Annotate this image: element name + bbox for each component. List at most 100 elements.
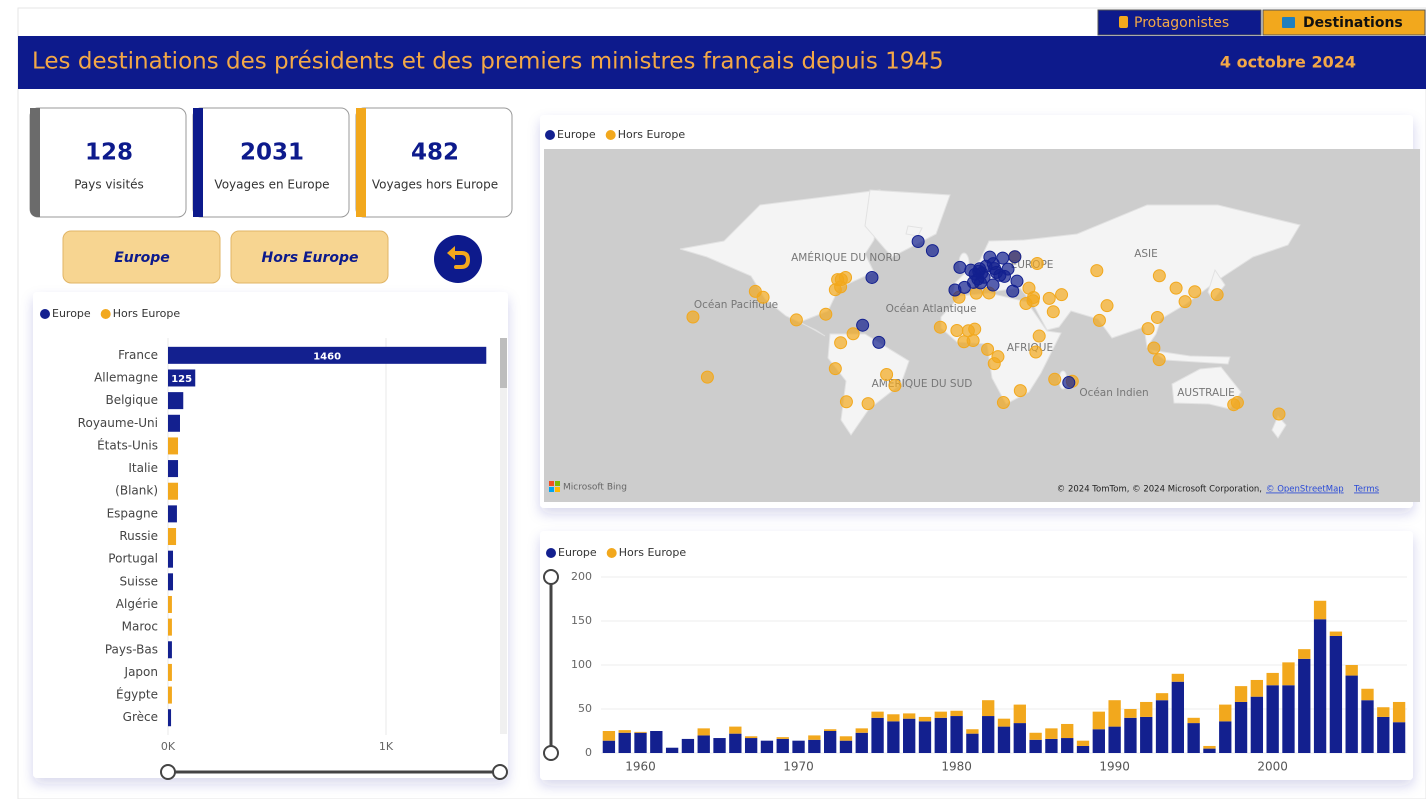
map-point: [953, 260, 967, 274]
bar-segment: [839, 736, 853, 741]
tab-icon: [1282, 17, 1295, 28]
slider-handle[interactable]: [543, 745, 559, 761]
bar-segment: [887, 714, 900, 722]
scroll-thumb[interactable]: [500, 338, 507, 388]
bar-segment: [871, 717, 884, 753]
scrollbar[interactable]: [500, 338, 507, 734]
bar-segment: [1313, 600, 1327, 620]
map-point: [1022, 281, 1036, 295]
bar-segment: [997, 718, 1011, 727]
map-point: [1055, 288, 1069, 302]
kpi-card: 2031 Voyages en Europe: [192, 107, 350, 218]
bar-segment: [808, 739, 821, 753]
bar-segment: [823, 729, 837, 731]
bar-segment: [1219, 704, 1232, 722]
bar: [168, 618, 172, 636]
y-tick-label: Russie: [119, 529, 158, 543]
bar-segment: [918, 716, 932, 722]
x-tick-label: 1970: [783, 760, 814, 774]
bar-segment: [1219, 721, 1232, 753]
map-link[interactable]: Terms: [1353, 485, 1380, 495]
slider-handle[interactable]: [492, 764, 508, 780]
bar-segment: [792, 740, 805, 753]
bar-segment: [1234, 686, 1248, 702]
slider-handle[interactable]: [160, 764, 176, 780]
legend-marker: [545, 130, 555, 140]
bar-segment: [1266, 685, 1279, 753]
tab-label[interactable]: Protagonistes: [1134, 15, 1229, 31]
bar-segment: [760, 740, 774, 753]
bar-segment: [1029, 739, 1042, 753]
bar-segment: [776, 738, 789, 753]
bar-segment: [1329, 635, 1343, 753]
map-point: [1010, 274, 1024, 288]
bar-segment: [1345, 665, 1358, 676]
bar-segment: [776, 737, 789, 739]
bar-segment: [1092, 711, 1105, 730]
x-tick-label: 0K: [161, 740, 176, 753]
map-point: [1178, 295, 1192, 309]
bar: [168, 460, 179, 478]
filter-button[interactable]: [230, 230, 389, 284]
bar-segment: [1361, 700, 1374, 753]
filter-button[interactable]: [62, 230, 221, 284]
map-point: [911, 235, 925, 248]
map-point: [839, 395, 853, 409]
legend-label: Hors Europe: [619, 546, 687, 559]
bar: [168, 505, 177, 523]
kpi-value: 482: [411, 140, 459, 166]
kpi-label: Voyages en Europe: [214, 178, 329, 192]
map-point: [748, 284, 762, 298]
bar-segment: [966, 733, 979, 753]
map-point: [1152, 269, 1166, 283]
bar-segment: [1234, 701, 1248, 753]
legend-label: Hors Europe: [113, 307, 181, 320]
y-tick-label: 50: [578, 702, 592, 715]
kpi-label: Voyages hors Europe: [372, 178, 498, 192]
map-point: [971, 272, 985, 286]
bar-segment: [1313, 619, 1327, 753]
legend-marker: [605, 130, 616, 140]
map-link[interactable]: © OpenStreetMap: [1266, 485, 1344, 495]
y-tick-label: Égypte: [116, 687, 158, 702]
y-tick-label: Grèce: [123, 710, 158, 724]
filter-label[interactable]: Europe: [114, 250, 170, 266]
bar-segment: [744, 736, 758, 739]
slider-handle[interactable]: [543, 569, 559, 585]
panel: [33, 292, 508, 778]
bar-segment: [1171, 681, 1185, 753]
bar-segment: [1298, 658, 1311, 753]
filter-label[interactable]: Hors Europe: [261, 250, 358, 266]
bar-segment: [618, 732, 631, 753]
map-point: [1042, 291, 1056, 305]
x-tick-label: 1980: [941, 760, 972, 774]
map-point: [1046, 305, 1060, 319]
tab-label[interactable]: Destinations: [1303, 15, 1403, 31]
bar-segment: [1140, 701, 1153, 717]
bar-segment: [1203, 748, 1216, 753]
bar-segment: [982, 700, 995, 717]
bar-segment: [1108, 700, 1121, 727]
bar: [168, 595, 172, 613]
map-point: [996, 396, 1010, 410]
bar-segment: [665, 747, 679, 753]
map-logo: Microsoft Bing: [549, 481, 627, 493]
map-point: [686, 310, 700, 324]
kpi-card: 128 Pays visités: [29, 107, 187, 218]
bar-segment: [950, 710, 963, 717]
bar-segment: [681, 738, 695, 753]
bar-segment: [982, 716, 995, 753]
map-label: Océan Indien: [1079, 387, 1148, 399]
map-label: AMÉRIQUE DU NORD: [791, 251, 901, 264]
bar: [168, 437, 179, 455]
bar-segment: [839, 740, 853, 753]
bar-segment: [903, 718, 916, 753]
map-point: [981, 342, 995, 356]
y-tick-label: Maroc: [122, 620, 158, 634]
reset-button[interactable]: [434, 235, 482, 283]
legend-label: Europe: [52, 307, 91, 320]
y-tick-label: France: [118, 348, 158, 362]
x-tick-label: 1960: [625, 760, 656, 774]
map-point: [1048, 372, 1062, 386]
kpi-value: 128: [85, 140, 133, 166]
